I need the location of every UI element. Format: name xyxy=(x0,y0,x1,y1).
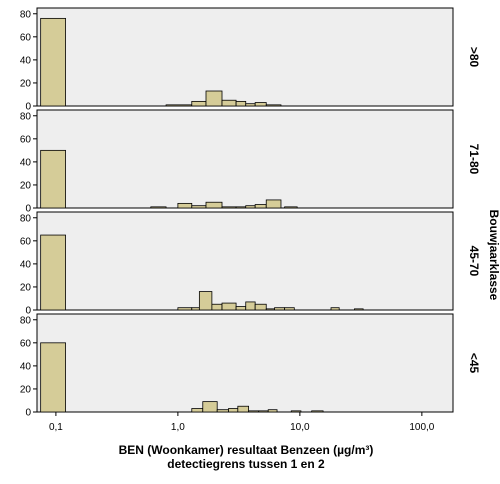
y-tick-label: 40 xyxy=(20,157,32,168)
histogram-bar xyxy=(40,17,66,107)
histogram-bar xyxy=(221,99,237,107)
panel-label: <45 xyxy=(467,353,481,374)
panel-label: 71-80 xyxy=(467,144,481,175)
histogram-bar xyxy=(191,205,207,209)
histogram-bar xyxy=(254,204,267,209)
histogram-bar xyxy=(205,90,223,107)
histogram-bar xyxy=(202,401,218,413)
histogram-bar xyxy=(191,100,207,107)
histogram-bar xyxy=(198,291,213,311)
y-tick-label: 40 xyxy=(20,55,32,66)
histogram-bar xyxy=(191,307,200,311)
panel-background xyxy=(36,109,454,209)
y-tick-label: 80 xyxy=(20,111,32,122)
histogram-bar xyxy=(254,303,267,311)
histogram-bar xyxy=(211,303,223,311)
histogram-bar xyxy=(40,342,66,413)
histogram-bar xyxy=(284,307,295,311)
histogram-bar xyxy=(248,410,260,413)
histogram-bar xyxy=(354,308,364,311)
histogram-bar xyxy=(191,408,204,413)
y-tick-label: 20 xyxy=(20,180,32,191)
x-tick-label: 0,1 xyxy=(49,422,63,433)
y-tick-label: 60 xyxy=(20,338,32,349)
histogram-bar xyxy=(274,307,286,311)
y-tick-label: 20 xyxy=(20,384,32,395)
histogram-bar xyxy=(265,199,282,209)
histogram-bar xyxy=(150,206,167,209)
y-tick-label: 0 xyxy=(25,102,31,113)
y-tick-label: 20 xyxy=(20,78,32,89)
histogram-bar xyxy=(216,409,229,413)
x-axis-title: BEN (Woonkamer) resultaat Benzeen (µg/m³… xyxy=(119,443,374,457)
y-tick-label: 20 xyxy=(20,282,32,293)
histogram-bar xyxy=(254,102,267,107)
histogram-bar xyxy=(221,206,237,209)
histogram-bar xyxy=(228,408,239,413)
histogram-bar xyxy=(237,405,250,413)
x-axis: 0,1 1,0 10,0 100,0 xyxy=(49,412,435,433)
histogram-bar xyxy=(245,301,256,311)
y-tick-label: 80 xyxy=(20,213,32,224)
y-tick-label: 60 xyxy=(20,134,32,145)
histogram-bar xyxy=(311,410,324,413)
histogram-bar xyxy=(267,409,278,413)
histogram-bar xyxy=(205,201,223,209)
histogram-bar xyxy=(177,307,193,311)
x-tick-label: 100,0 xyxy=(409,422,434,433)
histogram-bar xyxy=(165,104,193,107)
x-tick-label: 1,0 xyxy=(171,422,185,433)
y-tick-label: 60 xyxy=(20,236,32,247)
y-tick-label: 0 xyxy=(25,408,31,419)
histogram-bar xyxy=(258,410,269,413)
y-tick-label: 60 xyxy=(20,32,32,43)
y-tick-label: 40 xyxy=(20,361,32,372)
histogram-bar xyxy=(40,234,66,311)
panel-label: >80 xyxy=(467,47,481,68)
histogram-bar xyxy=(245,103,256,107)
x-axis-subtitle: detectiegrens tussen 1 en 2 xyxy=(167,457,325,471)
histogram-bar xyxy=(284,206,298,209)
panel-0: 0 20 40 60 80 >80 xyxy=(20,7,481,113)
histogram-bar xyxy=(235,306,247,311)
panel-3: 0 20 40 60 80 <45 xyxy=(20,313,481,419)
panel-background xyxy=(36,211,454,311)
histogram-bar xyxy=(245,205,256,209)
histogram-bar xyxy=(290,410,302,413)
histogram-bar xyxy=(265,104,282,107)
y-tick-label: 80 xyxy=(20,315,32,326)
histogram-bar xyxy=(221,302,237,311)
histogram-bar xyxy=(40,149,66,209)
panel-background xyxy=(36,313,454,413)
panels-group: 0 20 40 60 80 >80 0 20 40 60 80 71-80 0 20 40 60 80 45-70… xyxy=(20,7,481,419)
x-tick-label: 10,0 xyxy=(290,422,310,433)
histogram-bar xyxy=(177,202,193,209)
histogram-bar xyxy=(235,100,247,107)
y-tick-label: 40 xyxy=(20,259,32,270)
histogram-bar xyxy=(330,307,340,311)
y-tick-label: 80 xyxy=(20,9,32,20)
facet-title: Bouwjaarklasse xyxy=(487,210,500,301)
panel-2: 0 20 40 60 80 45-70 xyxy=(20,211,481,317)
histogram-bar xyxy=(265,308,275,311)
histogram-bar xyxy=(235,206,247,209)
y-tick-label: 0 xyxy=(25,204,31,215)
y-tick-label: 0 xyxy=(25,306,31,317)
panel-1: 0 20 40 60 80 71-80 xyxy=(20,109,481,215)
panel-background xyxy=(36,7,454,107)
panel-label: 45-70 xyxy=(467,246,481,277)
